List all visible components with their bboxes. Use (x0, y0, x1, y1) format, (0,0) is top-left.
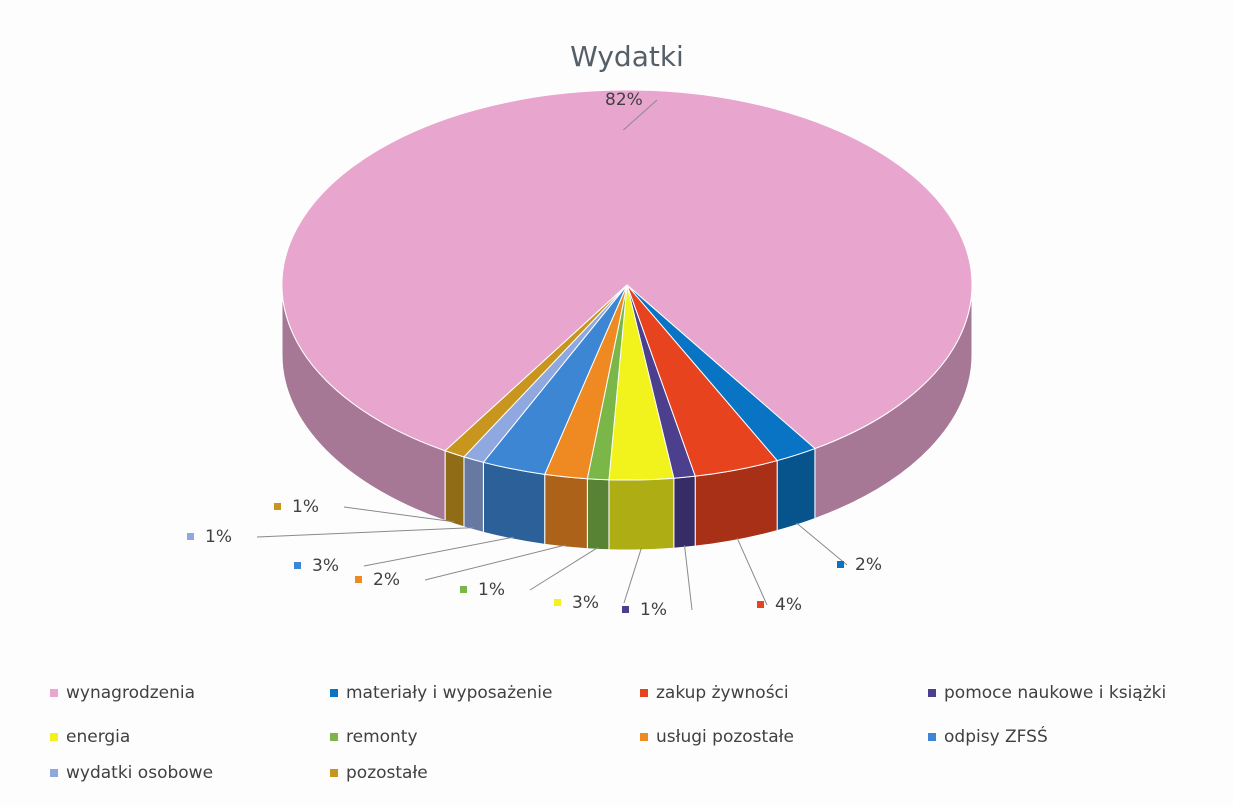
leader-line (623, 99, 658, 131)
label-marker (622, 606, 629, 613)
data-label: 2% (855, 555, 882, 575)
data-label: 3% (312, 556, 339, 576)
label-marker (187, 533, 194, 540)
label-marker (554, 599, 561, 606)
legend-swatch (50, 769, 58, 777)
legend-swatch (50, 689, 58, 697)
label-marker (274, 503, 281, 510)
label-marker (294, 562, 301, 569)
slice-side (586, 478, 610, 551)
legend-label: pozostałe (346, 763, 428, 783)
leader-line (343, 506, 455, 523)
legend-label: materiały i wyposażenie (346, 683, 552, 703)
leader-line (363, 536, 514, 567)
pie-sides (281, 284, 973, 551)
legend-label: usługi pozostałe (656, 727, 794, 747)
slice-side (544, 473, 588, 550)
slice (281, 89, 973, 452)
slice-side (776, 447, 816, 532)
legend-label: zakup żywności (656, 683, 789, 703)
legend-label: odpisy ZFSŚ (944, 725, 1048, 747)
legend-label: energia (66, 727, 130, 747)
slice-side (608, 477, 675, 551)
leader-line (529, 546, 599, 591)
data-label: 4% (775, 595, 802, 615)
legend-label: pomoce naukowe i książki (944, 683, 1166, 703)
leader-line (256, 527, 474, 538)
legend-swatch (928, 689, 936, 697)
label-marker (355, 576, 362, 583)
leader-line (684, 545, 693, 611)
slice (444, 284, 628, 458)
legend-swatch (640, 733, 648, 741)
pie-tops (281, 89, 973, 481)
legend: wynagrodzenia materiały i wyposażenie zaku… (50, 683, 1166, 783)
data-label: 1% (292, 497, 319, 517)
label-marker (837, 561, 844, 568)
label-marker (757, 601, 764, 608)
leader-line (736, 537, 768, 606)
legend-label: remonty (346, 727, 418, 747)
legend-swatch (50, 733, 58, 741)
legend-swatch (330, 733, 338, 741)
legend-swatch (928, 733, 936, 741)
slice-side (444, 450, 465, 528)
leader-line (424, 544, 567, 581)
legend-label: wydatki osobowe (66, 763, 213, 783)
data-labels: 82% 2% 4% 1% 3% 1% 2% 3% 1% 1% (187, 90, 882, 620)
legend-swatch (330, 769, 338, 777)
leader-line (796, 522, 848, 566)
data-label: 3% (572, 593, 599, 613)
data-label: 1% (640, 600, 667, 620)
slice-side (673, 475, 696, 549)
chart-title: Wydatki (570, 40, 684, 73)
legend-swatch (330, 689, 338, 697)
legend-label: wynagrodzenia (66, 683, 195, 703)
legend-swatch (640, 689, 648, 697)
data-label: 82% (605, 90, 643, 110)
slice-side (482, 461, 546, 545)
label-marker (460, 586, 467, 593)
leader-line (623, 547, 642, 604)
data-label: 1% (205, 527, 232, 547)
data-label: 1% (478, 580, 505, 600)
label-marker (587, 96, 594, 103)
slice-side (463, 456, 484, 533)
data-label: 2% (373, 570, 400, 590)
